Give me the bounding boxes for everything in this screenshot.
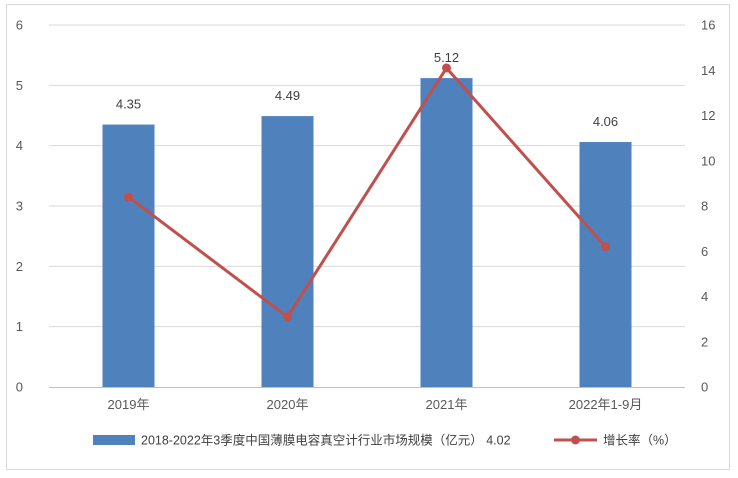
- legend: 2018-2022年3季度中国薄膜电容真空计行业市场规模（亿元） 4.02 增长…: [93, 433, 677, 448]
- right-axis-tick-label: 4: [701, 289, 708, 304]
- right-axis-tick-label: 14: [701, 63, 715, 78]
- bar-data-label: 4.06: [593, 114, 618, 129]
- legend-bar-label: 2018-2022年3季度中国薄膜电容真空计行业市场规模（亿元） 4.02: [141, 433, 511, 448]
- bar: [579, 142, 632, 387]
- bar: [261, 116, 314, 387]
- legend-line-label: 增长率（%）: [603, 433, 677, 448]
- right-axis-tick-label: 2: [701, 334, 708, 349]
- bar: [420, 78, 473, 388]
- legend-bar-swatch: [93, 435, 135, 445]
- right-axis: 0 2 4 6 8 10 12 14 16: [701, 18, 715, 395]
- x-axis-category-label: 2022年1-9月: [569, 397, 643, 412]
- growth-rate-line: [127, 66, 607, 319]
- left-axis: 0 1 2 3 4 5 6: [16, 18, 23, 395]
- bar: [102, 124, 155, 388]
- left-axis-tick-label: 5: [16, 78, 23, 93]
- growth-rate-point: [442, 63, 451, 73]
- right-axis-tick-label: 6: [701, 244, 708, 259]
- line-series: [124, 63, 610, 322]
- left-axis-tick-label: 4: [16, 138, 23, 153]
- bar-data-label: 4.49: [275, 88, 300, 103]
- growth-rate-point: [283, 312, 292, 322]
- left-axis-tick-label: 3: [16, 199, 23, 214]
- right-axis-tick-label: 10: [701, 153, 715, 168]
- bar-series: [102, 78, 632, 388]
- bar-data-label: 5.12: [434, 50, 459, 65]
- left-axis-tick-label: 2: [16, 259, 23, 274]
- right-axis-tick-label: 12: [701, 108, 715, 123]
- right-axis-tick-label: 8: [701, 199, 708, 214]
- right-axis-tick-label: 0: [701, 380, 708, 395]
- x-axis-category-label: 2019年: [108, 397, 150, 412]
- bar-data-labels: 4.35 4.49 5.12 4.06: [116, 50, 618, 129]
- x-axis: 2019年 2020年 2021年 2022年1-9月: [108, 397, 643, 412]
- gridlines: [49, 24, 685, 328]
- left-axis-tick-label: 0: [16, 380, 23, 395]
- growth-rate-point: [124, 192, 133, 202]
- left-axis-tick-label: 6: [16, 18, 23, 33]
- legend-line-marker: [571, 435, 580, 445]
- x-axis-category-label: 2020年: [267, 397, 309, 412]
- left-axis-tick-label: 1: [16, 319, 23, 334]
- growth-rate-point: [601, 242, 610, 252]
- right-axis-tick-label: 16: [701, 18, 715, 33]
- x-axis-category-label: 2021年: [426, 397, 468, 412]
- bar-data-label: 4.35: [116, 97, 141, 112]
